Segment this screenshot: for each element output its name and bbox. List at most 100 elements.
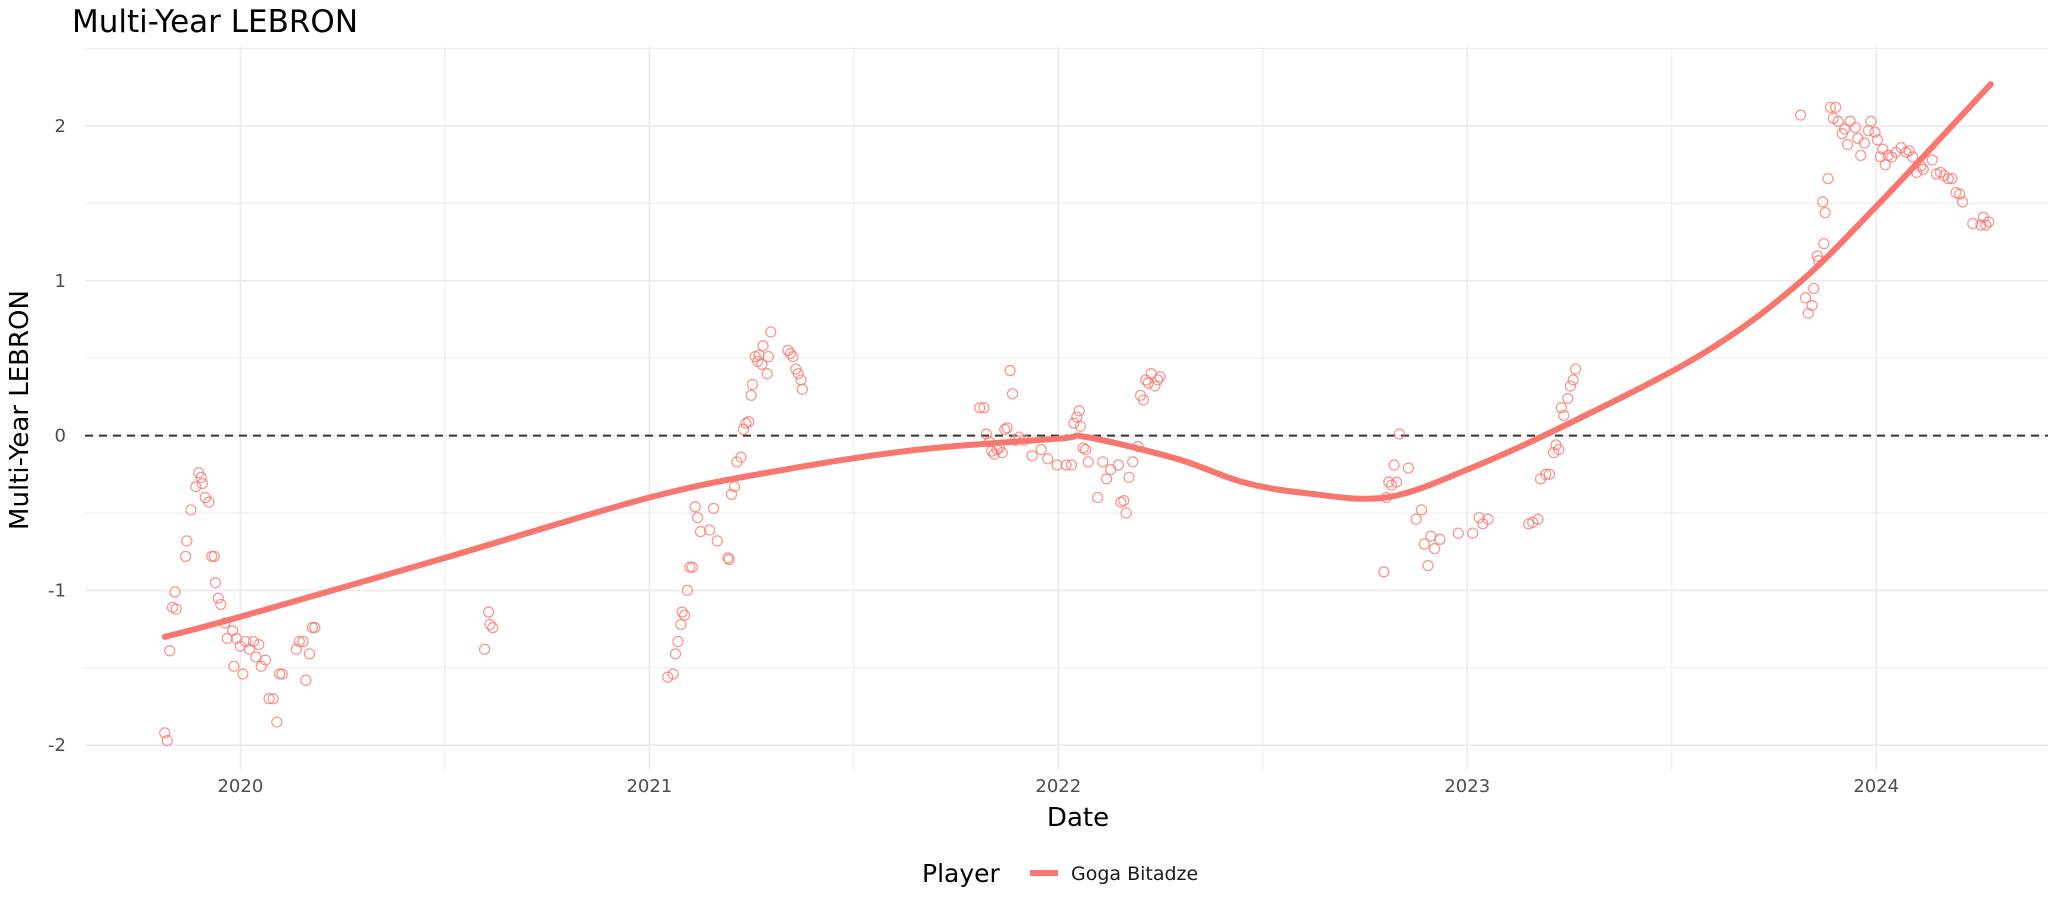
data-point [1137, 394, 1150, 406]
data-point [1065, 459, 1078, 471]
data-point [303, 648, 316, 660]
data-point [1418, 538, 1430, 550]
data-point [1120, 507, 1132, 519]
data-point [762, 350, 775, 363]
data-point [1830, 101, 1842, 114]
data-point [1917, 163, 1929, 175]
data-point [1806, 299, 1818, 312]
data-point [1562, 392, 1574, 405]
x-axis-title: Date [1047, 803, 1109, 833]
data-point [181, 535, 193, 547]
data-point [725, 488, 738, 501]
data-point [978, 402, 990, 414]
data-point [478, 643, 491, 655]
data-point [170, 603, 182, 615]
data-point [484, 618, 496, 631]
data-point [999, 423, 1011, 436]
x-tick-label: 2021 [626, 776, 672, 797]
data-point [237, 668, 249, 680]
data-point [1073, 405, 1085, 417]
data-point [1422, 559, 1434, 572]
data-point [1388, 459, 1400, 471]
data-point [1794, 109, 1807, 121]
data-point [974, 402, 986, 414]
data-point [1026, 450, 1038, 462]
data-point [209, 577, 222, 589]
data-point [1390, 476, 1403, 488]
data-point [1808, 282, 1820, 295]
data-point [297, 635, 309, 648]
legend-label: Goga Bitadze [1071, 863, 1198, 885]
data-point [1832, 115, 1844, 127]
data-point [1822, 172, 1834, 185]
data-point [1060, 459, 1072, 471]
data-point [1071, 411, 1083, 423]
data-point [195, 471, 207, 484]
data-point [290, 643, 303, 655]
data-point [208, 550, 220, 563]
chart-title: Multi-Year LEBRON [72, 4, 358, 40]
data-point [737, 423, 750, 436]
x-tick-label: 2022 [1035, 776, 1081, 797]
y-axis-title: Multi-Year LEBRON [5, 290, 35, 530]
data-point [169, 586, 181, 598]
data-point [1980, 219, 1992, 231]
data-point [206, 550, 218, 563]
y-tick-label: -2 [48, 735, 66, 756]
data-point [1934, 166, 1947, 179]
data-point [735, 451, 747, 463]
data-point [980, 428, 992, 440]
data-point [792, 368, 804, 380]
data-point [711, 535, 723, 547]
data-point [1466, 527, 1479, 539]
data-point [784, 347, 797, 360]
data-point [1926, 154, 1938, 166]
data-point [1839, 123, 1851, 135]
x-tick-label: 2023 [1444, 776, 1490, 797]
data-point [1564, 380, 1576, 392]
data-point [1862, 124, 1875, 137]
data-point [1540, 468, 1552, 480]
data-point [667, 668, 679, 680]
data-point [1567, 374, 1579, 386]
data-point [274, 668, 286, 680]
data-point [1410, 513, 1422, 525]
x-tick-label: 2020 [217, 776, 263, 797]
data-point [1082, 456, 1094, 468]
data-point [1855, 149, 1867, 162]
data-point [689, 501, 701, 513]
data-point [1811, 250, 1823, 262]
data-point [669, 648, 682, 660]
data-point [1532, 513, 1544, 525]
data-point [1035, 443, 1047, 456]
data-point [1118, 494, 1130, 507]
data-point [1824, 101, 1837, 114]
y-tick-label: 1 [55, 271, 66, 292]
data-point [1077, 442, 1089, 454]
data-point [676, 606, 688, 618]
data-point [1975, 219, 1987, 231]
data-point [203, 496, 215, 508]
data-point [1383, 476, 1395, 488]
data-point [1869, 126, 1881, 138]
data-point [1393, 428, 1406, 440]
data-point [1378, 566, 1390, 578]
y-tick-label: 2 [55, 116, 66, 137]
data-point [1865, 115, 1877, 127]
data-point [1127, 456, 1139, 468]
data-point [684, 561, 696, 573]
data-point [694, 525, 707, 538]
data-point [1942, 172, 1954, 185]
data-point [1954, 188, 1966, 200]
data-point [1555, 402, 1567, 414]
data-point [1051, 459, 1063, 471]
data-point [1123, 471, 1135, 484]
data-point [672, 635, 684, 648]
data-point [1473, 511, 1485, 524]
data-point [795, 374, 807, 386]
data-point [221, 632, 233, 645]
data-point [1097, 456, 1109, 468]
data-point [1906, 151, 1919, 163]
data-point [1543, 468, 1556, 480]
data-point [1006, 388, 1019, 400]
